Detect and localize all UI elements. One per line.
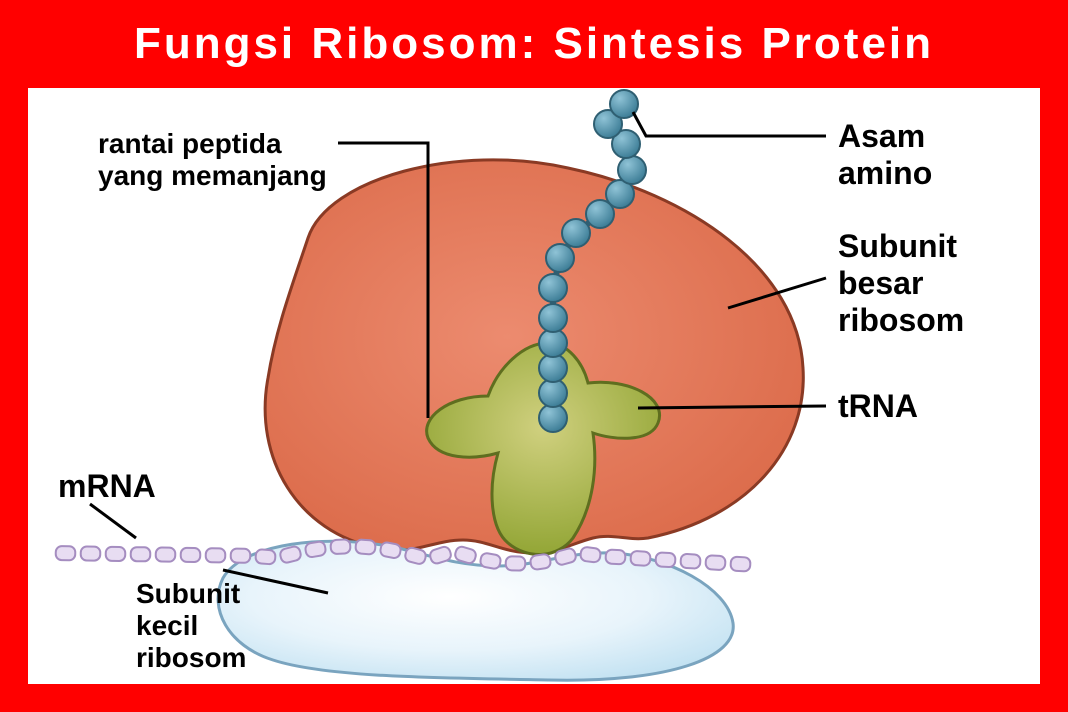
label-large: Subunit besar ribosom (838, 228, 964, 338)
diagram-frame: Fungsi Ribosom: Sintesis Protein (0, 0, 1068, 712)
diagram-canvas: rantai peptida yang memanjang Asam amino… (28, 88, 1040, 684)
diagram-title: Fungsi Ribosom: Sintesis Protein (0, 0, 1068, 88)
label-peptide: rantai peptida yang memanjang (98, 128, 327, 192)
label-small: Subunit kecil ribosom (136, 578, 246, 675)
label-trna: tRNA (838, 388, 918, 425)
label-amino: Asam amino (838, 118, 932, 192)
label-mrna: mRNA (58, 468, 156, 505)
